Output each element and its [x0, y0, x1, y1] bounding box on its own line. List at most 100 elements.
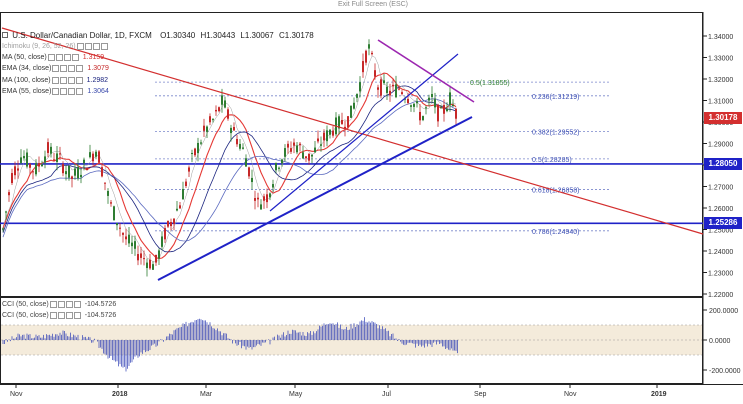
candle-body — [11, 173, 13, 184]
collapse-icon[interactable] — [2, 32, 8, 38]
time-tick-label: May — [289, 391, 303, 398]
remove-icon[interactable] — [63, 53, 71, 61]
exit-fullscreen-hint[interactable]: Exit Full Screen (ESC) — [337, 1, 409, 8]
candle-body — [449, 92, 451, 105]
visibility-icon[interactable] — [52, 64, 60, 72]
visibility-icon[interactable] — [49, 311, 57, 319]
candle-body — [422, 116, 424, 121]
candle-body — [167, 221, 169, 227]
red-trendline — [1, 27, 704, 235]
candle-body — [275, 163, 277, 171]
candle-body — [311, 154, 313, 157]
visibility-icon[interactable] — [47, 53, 55, 61]
indicator-legend-row[interactable]: MA (100, close) 1.2982 — [2, 76, 108, 86]
candle-body — [254, 198, 256, 201]
candle-body — [14, 166, 16, 176]
candle-body — [101, 167, 103, 177]
candle-body — [5, 211, 7, 213]
price-tick-label: 1.31000 — [708, 99, 733, 106]
candle-body — [149, 259, 151, 269]
cci-legend-row[interactable]: CCI (50, close) -104.5726 — [2, 300, 116, 310]
indicator-legend-row[interactable]: EMA (34, close) 1.3079 — [2, 64, 109, 74]
fib-level-label: 0.786(1.24940) — [532, 229, 579, 236]
remove-icon[interactable] — [67, 76, 75, 84]
candle-body — [83, 159, 85, 164]
more-icon[interactable] — [100, 42, 108, 50]
candle-body — [128, 234, 130, 244]
candle-body — [407, 98, 409, 103]
trendlines — [1, 27, 704, 281]
remove-icon[interactable] — [65, 300, 73, 308]
more-icon[interactable] — [75, 76, 83, 84]
candle-body — [47, 142, 49, 153]
more-icon[interactable] — [71, 53, 79, 61]
visibility-icon[interactable] — [52, 87, 60, 95]
candle-body — [386, 86, 388, 93]
symbol-title[interactable]: U.S. Dollar/Canadian Dollar, 1D, FXCM — [12, 31, 152, 40]
more-icon[interactable] — [76, 64, 84, 72]
candle-body — [350, 105, 352, 118]
candle-body — [374, 70, 376, 77]
price-tick-label: 1.22000 — [708, 292, 733, 299]
visibility-icon[interactable] — [51, 76, 59, 84]
candle-body — [257, 197, 259, 200]
cci-indicator — [1, 317, 702, 372]
candle-body — [161, 236, 163, 247]
visibility-icon[interactable] — [49, 300, 57, 308]
cci-legend-row[interactable]: CCI (50, close) -104.5726 — [2, 311, 116, 321]
remove-icon[interactable] — [68, 64, 76, 72]
price-tick-label: 1.29000 — [708, 142, 733, 149]
candle-body — [233, 127, 235, 131]
remove-icon[interactable] — [92, 42, 100, 50]
candle-body — [410, 105, 412, 107]
indicator-label: MA (50, close) — [2, 54, 47, 61]
remove-icon[interactable] — [65, 311, 73, 319]
candle-body — [143, 258, 145, 260]
candle-body — [404, 98, 406, 100]
price-tick-label: 1.24000 — [708, 249, 733, 256]
candle-body — [347, 116, 349, 128]
main-pane-border — [0, 12, 703, 297]
candle-body — [260, 204, 262, 210]
candle-body — [134, 241, 136, 249]
candle-body — [8, 192, 10, 196]
settings-icon[interactable] — [60, 64, 68, 72]
settings-icon[interactable] — [60, 87, 68, 95]
candle-body — [206, 126, 208, 132]
candle-body — [434, 99, 436, 108]
candle-body — [119, 227, 121, 229]
cci-tick-label: 0.0000 — [709, 338, 731, 345]
indicator-legend-row[interactable]: Ichimoku (9, 26, 52, 26) — [2, 42, 108, 52]
visibility-icon[interactable] — [76, 42, 84, 50]
settings-icon[interactable] — [55, 53, 63, 61]
candle-body — [323, 132, 325, 141]
remove-icon[interactable] — [68, 87, 76, 95]
settings-icon[interactable] — [84, 42, 92, 50]
fib-level-label: 0.5(1.28285) — [532, 157, 572, 164]
candle-body — [92, 153, 94, 162]
indicator-legend-row[interactable]: MA (50, close) 1.3159 — [2, 53, 104, 63]
settings-icon[interactable] — [59, 76, 67, 84]
candle-body — [74, 168, 76, 176]
candle-body — [116, 223, 118, 226]
more-icon[interactable] — [73, 300, 81, 308]
time-tick-label: Nov — [564, 391, 577, 398]
settings-icon[interactable] — [57, 300, 65, 308]
price-tick-label: 1.26000 — [708, 206, 733, 213]
candle-body — [428, 97, 430, 101]
more-icon[interactable] — [73, 311, 81, 319]
candle-body — [242, 147, 244, 149]
symbol-header: U.S. Dollar/Canadian Dollar, 1D, FXCM O1… — [2, 31, 314, 41]
more-icon[interactable] — [76, 87, 84, 95]
current-price-tag: 1.30178 — [704, 112, 742, 125]
cci-tick-label: -200.0000 — [709, 368, 741, 375]
candle-body — [140, 253, 142, 258]
candle-body — [356, 94, 358, 98]
settings-icon[interactable] — [57, 311, 65, 319]
candle-body — [239, 143, 241, 149]
indicator-legend-row[interactable]: EMA (55, close) 1.3064 — [2, 87, 109, 97]
indicator-label: MA (100, close) — [2, 77, 51, 84]
candle-body — [389, 90, 391, 96]
candle-body — [110, 202, 112, 204]
